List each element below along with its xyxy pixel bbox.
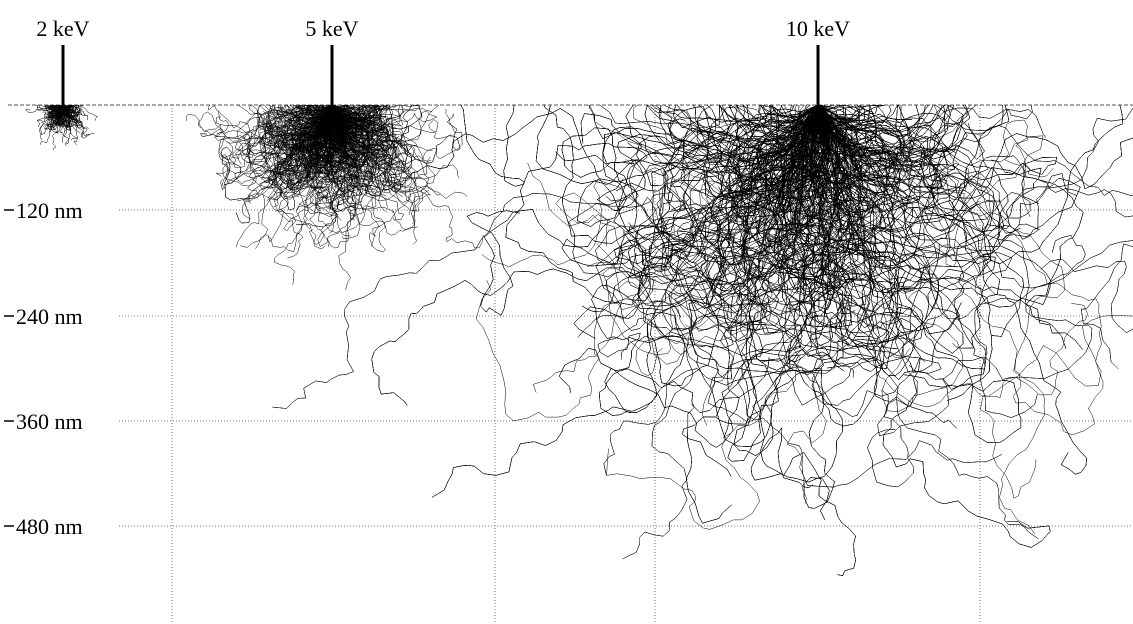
depth-labels: 120 nm 240 nm 360 nm 480 nm bbox=[0, 198, 118, 539]
trajectories bbox=[26, 91, 1133, 576]
beam-label: 5 keV bbox=[305, 16, 358, 41]
depth-label: 240 nm bbox=[16, 304, 83, 329]
beam-label: 10 keV bbox=[786, 16, 850, 41]
page: 120 nm 240 nm 360 nm 480 nm 2 keV 5 keV … bbox=[0, 0, 1133, 624]
beams: 2 keV 5 keV 10 keV bbox=[36, 16, 850, 108]
trajectory-figure: 120 nm 240 nm 360 nm 480 nm 2 keV 5 keV … bbox=[0, 0, 1133, 624]
depth-label: 120 nm bbox=[16, 198, 83, 223]
depth-label: 480 nm bbox=[16, 514, 83, 539]
trajectory-bundle bbox=[272, 91, 1133, 576]
trajectory-bundle bbox=[186, 97, 483, 290]
depth-label: 360 nm bbox=[16, 409, 83, 434]
trajectory-bundle bbox=[26, 101, 98, 150]
beam-label: 2 keV bbox=[36, 16, 89, 41]
